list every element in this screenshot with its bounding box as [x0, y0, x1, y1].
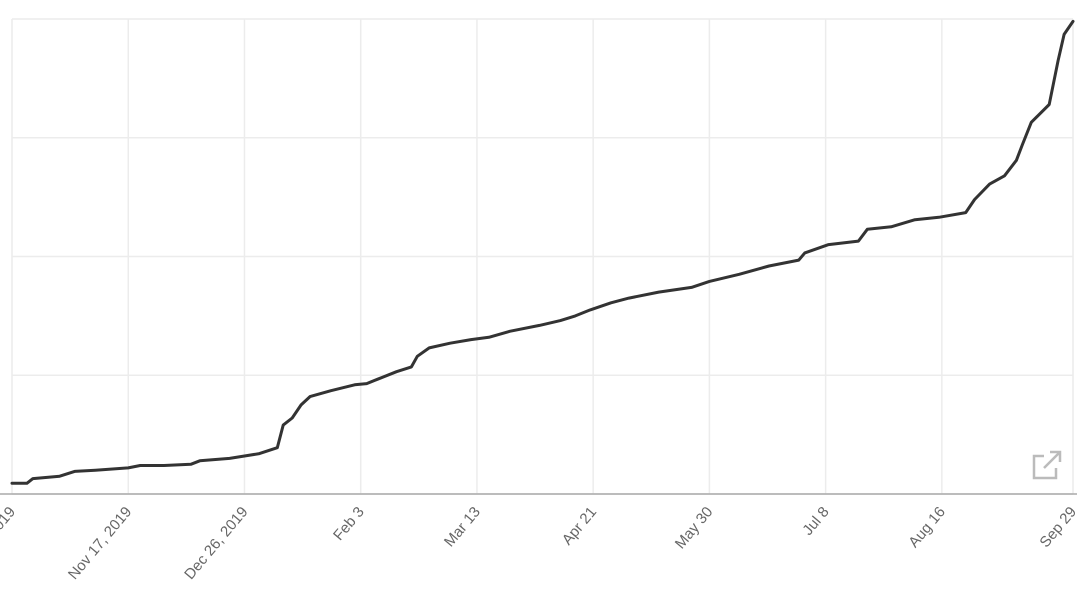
x-tick-label: Apr 21	[559, 504, 600, 549]
x-tick-label: Feb 3	[330, 504, 368, 544]
x-tick-label: May 30	[672, 504, 717, 553]
x-tick-label: Nov 17, 2019	[65, 504, 135, 583]
x-tick-label: Aug 16	[905, 504, 949, 551]
grid: Oct 9, 2019 Nov 17, 2019 Dec 26, 2019 Feb 3…	[0, 18, 1080, 583]
data-line	[10, 19, 1075, 485]
x-tick-label: Mar 13	[441, 504, 484, 551]
open-external-icon[interactable]	[1032, 450, 1062, 480]
x-tick-label: Dec 26, 2019	[181, 504, 251, 583]
x-tick-label: Sep 29	[1036, 504, 1080, 551]
icon-box	[1032, 454, 1058, 480]
marks	[10, 19, 1075, 485]
x-tick-label: Jul 8	[799, 504, 832, 539]
icon-arrow	[1043, 450, 1062, 469]
x-tick-label: Oct 9, 2019	[0, 504, 19, 574]
